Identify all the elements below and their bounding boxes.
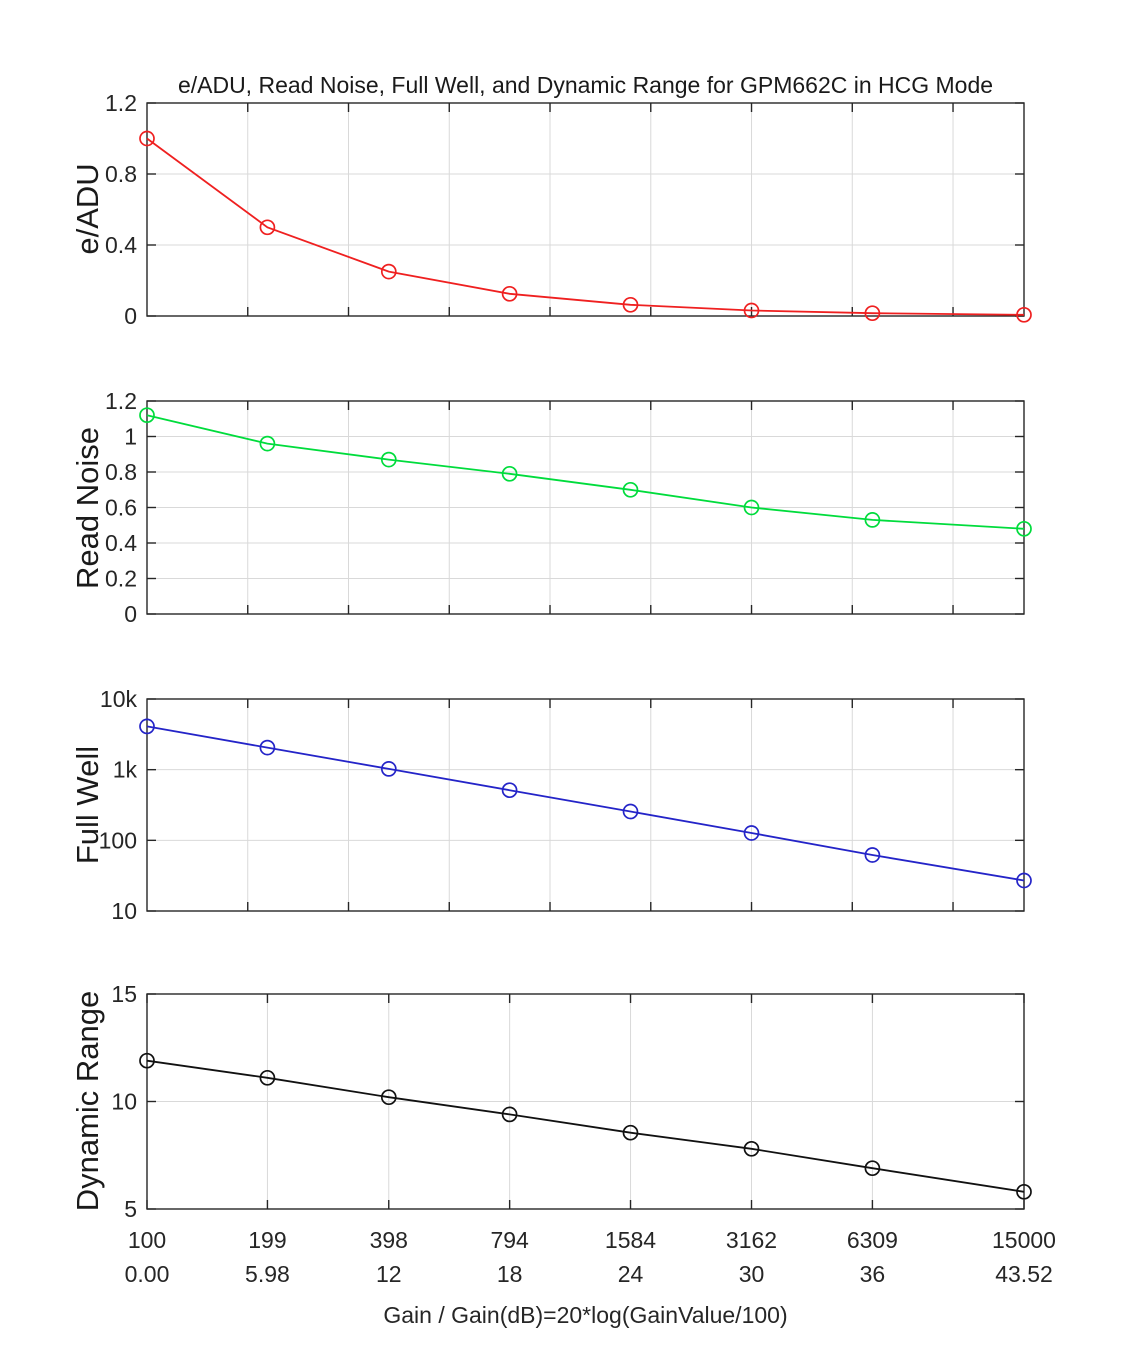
data-point-read-noise-100 — [139, 407, 155, 424]
y-tick-label: 0.8 — [105, 459, 137, 485]
data-point-full-well-398 — [380, 761, 397, 777]
x-tick-label-db: 30 — [739, 1261, 765, 1287]
x-tick-label-gain: 6309 — [847, 1227, 898, 1253]
x-tick-label-db: 12 — [376, 1261, 402, 1287]
data-point-read-noise-1584 — [622, 481, 639, 498]
series-line-dynamic-range — [146, 1059, 1025, 1193]
data-point-read-noise-15000 — [1016, 520, 1032, 537]
series-line-e-adu — [146, 137, 1025, 316]
x-tick-label-db: 36 — [860, 1261, 886, 1287]
y-tick-label: 0.6 — [105, 495, 137, 521]
data-point-dynamic-range-199 — [259, 1069, 276, 1086]
data-point-e-adu-15000 — [1016, 306, 1032, 323]
data-point-dynamic-range-100 — [139, 1052, 155, 1069]
data-point-dynamic-range-3162 — [743, 1140, 760, 1157]
x-tick-labels: 100 0.00 199 5.98 398 12 794 18 1584 24 3162 30 6309… — [125, 1227, 1056, 1287]
ylabel-dynamic-range: Dynamic Range — [70, 990, 105, 1212]
y-tick-label: 0.4 — [105, 232, 137, 258]
subplot-dynamic-range: 5 10 15 — [111, 981, 1032, 1222]
x-tick-label-db: 43.52 — [995, 1261, 1053, 1287]
data-point-read-noise-794 — [501, 465, 518, 482]
ylabel-e-adu: e/ADU — [70, 163, 105, 255]
ylabel-read-noise: Read Noise — [70, 427, 105, 589]
data-point-full-well-15000 — [1016, 872, 1032, 889]
y-tick-label: 1.2 — [105, 388, 137, 414]
y-tick-label: 0.2 — [105, 566, 137, 592]
y-tick-label: 15 — [111, 981, 137, 1007]
x-tick-label-gain: 1584 — [605, 1227, 656, 1253]
axes-box — [146, 102, 1025, 317]
x-tick-label-gain: 15000 — [992, 1227, 1056, 1253]
figure-title: e/ADU, Read Noise, Full Well, and Dynami… — [177, 72, 994, 98]
data-point-e-adu-794 — [501, 285, 518, 302]
subplot-read-noise: 0 0.2 0.4 0.6 0.8 1 1.2 — [105, 388, 1032, 627]
x-tick-label-gain: 794 — [490, 1227, 529, 1253]
data-point-full-well-6309 — [864, 847, 881, 863]
y-tick-label: 10 — [111, 898, 137, 924]
axes-box — [146, 698, 1025, 912]
y-tick-label: 5 — [124, 1196, 137, 1222]
ylabel-full-well: Full Well — [70, 745, 105, 865]
y-tick-label: 100 — [99, 827, 137, 853]
x-tick-label-gain: 398 — [370, 1227, 408, 1253]
data-point-dynamic-range-6309 — [864, 1160, 881, 1177]
y-tick-label: 1.2 — [105, 90, 137, 116]
y-tick-label: 1 — [124, 424, 137, 450]
y-tick-label: 0.8 — [105, 161, 137, 187]
data-point-full-well-199 — [259, 739, 276, 756]
series-line-full-well — [146, 725, 1025, 882]
x-tick-label-db: 18 — [497, 1261, 523, 1287]
data-point-e-adu-100 — [139, 130, 155, 147]
data-point-read-noise-398 — [380, 451, 397, 468]
y-tick-label: 0 — [124, 601, 137, 627]
data-point-full-well-794 — [501, 782, 518, 799]
data-point-dynamic-range-398 — [380, 1089, 397, 1106]
data-point-full-well-100 — [139, 718, 155, 735]
data-point-full-well-1584 — [622, 803, 639, 820]
data-point-dynamic-range-1584 — [622, 1124, 639, 1141]
y-tick-label: 1k — [113, 757, 138, 783]
y-tick-label: 0 — [124, 303, 137, 329]
data-point-read-noise-199 — [259, 435, 276, 452]
series-line-read-noise — [146, 414, 1025, 530]
data-point-e-adu-3162 — [743, 302, 760, 319]
data-point-read-noise-6309 — [864, 512, 881, 528]
subplot-e-adu: 0 0.4 0.8 1.2 — [105, 90, 1032, 329]
x-tick-label-db: 24 — [618, 1261, 644, 1287]
data-point-e-adu-6309 — [864, 305, 881, 322]
data-point-e-adu-398 — [380, 263, 397, 280]
y-tick-label: 0.4 — [105, 530, 137, 556]
x-tick-label-gain: 199 — [248, 1227, 286, 1253]
subplot-full-well: 10 100 1k 10k — [99, 686, 1032, 924]
data-point-dynamic-range-15000 — [1016, 1183, 1032, 1200]
x-tick-label-db: 0.00 — [125, 1261, 170, 1287]
y-tick-label: 10 — [111, 1089, 137, 1115]
data-point-dynamic-range-794 — [501, 1106, 518, 1123]
data-point-read-noise-3162 — [743, 499, 760, 516]
data-point-e-adu-1584 — [622, 296, 639, 313]
y-tick-label: 10k — [100, 686, 138, 712]
x-tick-label-gain: 100 — [128, 1227, 166, 1253]
x-tick-label-db: 5.98 — [245, 1261, 290, 1287]
data-point-full-well-3162 — [743, 825, 760, 841]
data-point-e-adu-199 — [259, 219, 276, 236]
x-axis-label: Gain / Gain(dB)=20*log(GainValue/100) — [383, 1302, 788, 1328]
x-tick-label-gain: 3162 — [726, 1227, 777, 1253]
